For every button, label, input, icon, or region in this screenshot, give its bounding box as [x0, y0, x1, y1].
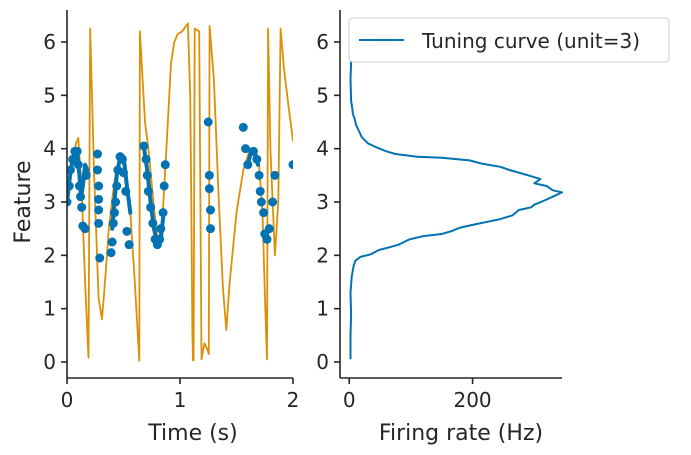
- scatter-point: [94, 194, 104, 204]
- left-y-tick-label: 0: [43, 350, 56, 374]
- scatter-point: [106, 248, 116, 258]
- scatter-point: [143, 186, 153, 196]
- scatter-point: [241, 144, 251, 154]
- scatter-point: [74, 181, 84, 191]
- left-y-axis-title: Feature: [11, 160, 36, 243]
- scatter-point: [112, 181, 122, 191]
- scatter-point: [268, 197, 278, 207]
- left-y-tick-label: 3: [43, 190, 56, 214]
- left-x-tick-label: 2: [287, 388, 300, 412]
- legend: Tuning curve (unit=3): [348, 17, 670, 63]
- legend-frame: [348, 17, 670, 63]
- right-y-tick-label: 4: [316, 137, 329, 161]
- scatter-point: [238, 122, 248, 132]
- scatter-point: [160, 160, 170, 170]
- scatter-point: [94, 181, 104, 191]
- scatter-point: [146, 202, 156, 212]
- scatter-point: [93, 165, 103, 175]
- left-y-tick-label: 6: [43, 30, 56, 54]
- scatter-point: [94, 205, 104, 215]
- scatter-point: [107, 237, 117, 247]
- scatter-point: [81, 170, 91, 180]
- scatter-point: [204, 170, 214, 180]
- right-y-tick-label: 5: [316, 83, 329, 107]
- left-plot-area: [67, 22, 293, 362]
- right-y-tick-label: 2: [316, 243, 329, 267]
- scatter-point: [93, 149, 103, 159]
- scatter-point: [203, 117, 213, 127]
- scatter-point: [94, 218, 104, 228]
- left-y-tick-label: 5: [43, 83, 56, 107]
- scatter-point: [206, 205, 216, 215]
- scatter-point: [77, 202, 87, 212]
- scatter-point: [124, 240, 134, 250]
- scatter-point: [67, 165, 75, 175]
- scatter-point: [148, 218, 158, 228]
- scatter-point: [288, 160, 293, 170]
- right-y-tick-label: 1: [316, 297, 329, 321]
- scatter-point: [248, 146, 258, 156]
- scatter-point: [73, 160, 83, 170]
- scatter-point: [259, 208, 269, 218]
- right-x-tick-label: 200: [453, 388, 491, 412]
- scatter-point: [264, 224, 274, 234]
- scatter-point: [117, 154, 127, 164]
- scatter-point: [155, 234, 165, 244]
- scatter-point: [111, 197, 121, 207]
- scatter-point: [80, 224, 90, 234]
- right-y-tick-label: 6: [316, 30, 329, 54]
- scatter-point: [68, 154, 78, 164]
- scatter-point: [141, 154, 151, 164]
- legend-label: Tuning curve (unit=3): [421, 29, 640, 53]
- scatter-point: [139, 141, 149, 151]
- left-x-tick-label: 1: [174, 388, 187, 412]
- left-y-tick-label: 2: [43, 243, 56, 267]
- scatter-point: [262, 234, 272, 244]
- right-y-tick-label: 0: [316, 350, 329, 374]
- scatter-point: [204, 184, 214, 194]
- scatter-point: [254, 170, 264, 180]
- right-y-tick-label: 3: [316, 190, 329, 214]
- left-y-tick-label: 4: [43, 137, 56, 161]
- scatter-point: [119, 168, 128, 178]
- scatter-point: [109, 208, 119, 218]
- scatter-point: [108, 218, 118, 228]
- right-x-axis-title: Firing rate (Hz): [379, 421, 543, 446]
- scatter-point: [76, 192, 86, 202]
- left-y-tick-label: 1: [43, 297, 56, 321]
- scatter-point: [142, 170, 152, 180]
- scatter-point: [243, 160, 253, 170]
- scatter-point: [67, 181, 74, 191]
- left-x-axis-title: Time (s): [147, 421, 237, 446]
- right-x-tick-label: 0: [343, 388, 356, 412]
- left-x-tick-label: 0: [61, 388, 74, 412]
- scatter-point: [156, 224, 166, 234]
- scatter-point: [121, 186, 131, 196]
- scatter-point: [206, 224, 216, 234]
- scatter-point: [122, 226, 132, 236]
- scatter-point: [256, 197, 266, 207]
- scatter-point: [72, 146, 82, 156]
- scatter-point: [67, 197, 72, 207]
- scatter-point: [95, 253, 105, 263]
- scatter-point: [270, 170, 280, 180]
- scatter-point: [252, 154, 262, 164]
- tuning-curve-line: [349, 28, 563, 360]
- scatter-point: [255, 186, 265, 196]
- scatter-point: [159, 181, 169, 191]
- left-panel: 0 1 2 3 4 5 6 0 1 2 Time (s) Feature: [11, 10, 299, 446]
- right-panel: 0 1 2 3 4 5 6 0 200 Firing rate (Hz) Tuning curve …: [316, 10, 670, 446]
- scatter-point: [158, 208, 168, 218]
